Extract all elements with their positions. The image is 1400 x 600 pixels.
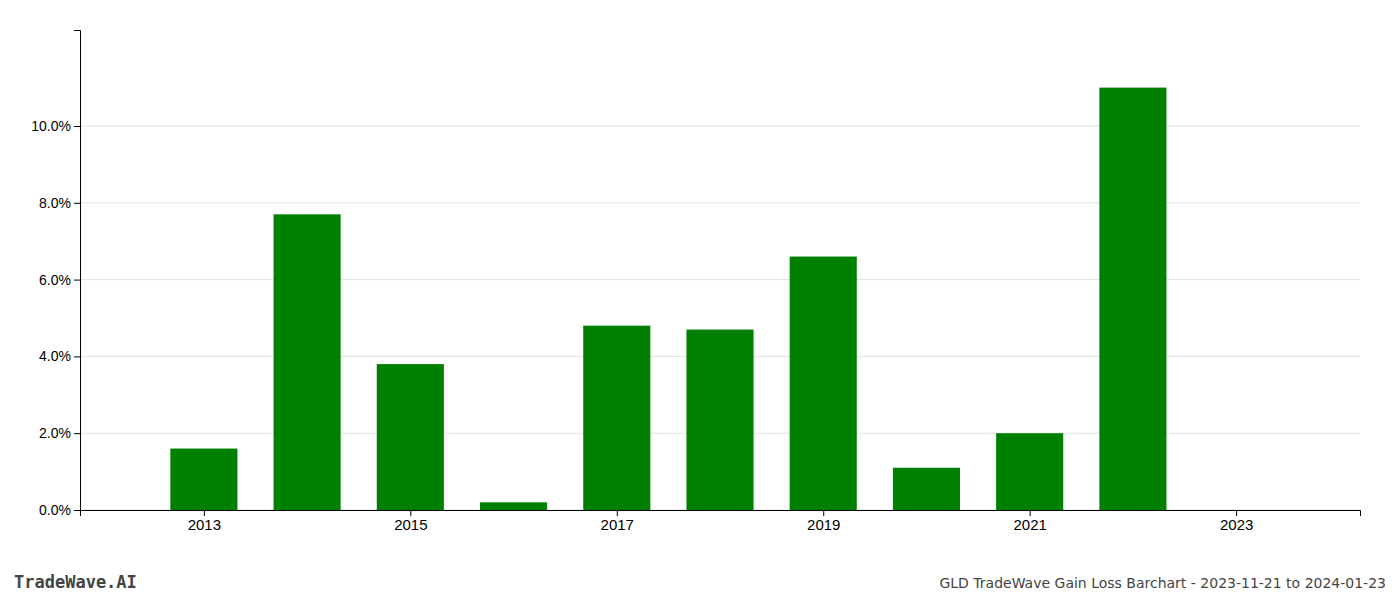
x-tick: 2021 xyxy=(1013,510,1046,533)
x-tick: 2017 xyxy=(601,510,634,533)
footer: TradeWave.AI GLD TradeWave Gain Loss Barc… xyxy=(14,572,1386,592)
chart-svg: 2013 2015 2017 2019 2021 2023 0.0% 2.0% 4.0% 6.0%… xyxy=(0,0,1400,600)
y-tick-label: 8.0% xyxy=(39,195,71,211)
y-tick-mark xyxy=(74,356,80,357)
bar xyxy=(377,364,444,510)
bar xyxy=(583,326,650,510)
x-tick-label: 2015 xyxy=(394,516,427,533)
bar xyxy=(170,449,237,510)
y-tick: 10.0% xyxy=(31,118,80,134)
y-tick: 8.0% xyxy=(39,195,80,211)
y-tick: 6.0% xyxy=(39,272,80,288)
x-axis: 2013 2015 2017 2019 2021 2023 xyxy=(81,510,1361,533)
x-tick-label: 2013 xyxy=(188,516,221,533)
bar xyxy=(893,468,960,510)
x-tick: 2023 xyxy=(1220,510,1253,533)
y-tick-label: 10.0% xyxy=(31,118,71,134)
grid-line xyxy=(80,126,1360,127)
bars xyxy=(170,88,1166,510)
bar xyxy=(1203,510,1270,511)
y-tick-mark xyxy=(74,126,80,127)
footer-left: TradeWave.AI xyxy=(14,572,137,592)
x-tick-label: 2023 xyxy=(1220,516,1253,533)
bar xyxy=(480,502,547,510)
y-tick-label: 2.0% xyxy=(39,425,71,441)
x-tick: 2015 xyxy=(394,510,427,533)
x-tick-label: 2017 xyxy=(601,516,634,533)
y-tick-mark xyxy=(74,203,80,204)
y-axis: 0.0% 2.0% 4.0% 6.0% 8.0% 10.0% xyxy=(31,31,80,518)
x-tick-label: 2021 xyxy=(1013,516,1046,533)
x-tick: 2013 xyxy=(188,510,221,533)
x-axis-line xyxy=(81,511,1361,517)
footer-right: GLD TradeWave Gain Loss Barchart - 2023-… xyxy=(939,575,1386,591)
y-tick: 4.0% xyxy=(39,348,80,364)
grid xyxy=(80,126,1360,510)
x-tick-label: 2019 xyxy=(807,516,840,533)
bar xyxy=(1099,88,1166,510)
y-tick-mark xyxy=(74,433,80,434)
grid-line xyxy=(80,279,1360,280)
y-tick-label: 0.0% xyxy=(39,502,71,518)
grid-line xyxy=(80,202,1360,203)
y-tick-label: 4.0% xyxy=(39,348,71,364)
bar xyxy=(274,214,341,510)
bar xyxy=(790,257,857,510)
y-tick-mark xyxy=(74,280,80,281)
chart-container: 2013 2015 2017 2019 2021 2023 0.0% 2.0% 4.0% 6.0%… xyxy=(0,0,1400,600)
y-tick: 0.0% xyxy=(39,502,80,518)
bar xyxy=(686,330,753,510)
y-tick: 2.0% xyxy=(39,425,80,441)
y-tick-label: 6.0% xyxy=(39,272,71,288)
bar xyxy=(996,433,1063,510)
y-tick-mark xyxy=(74,510,80,511)
x-tick: 2019 xyxy=(807,510,840,533)
plot-area: 2013 2015 2017 2019 2021 2023 0.0% 2.0% 4.0% 6.0%… xyxy=(31,31,1360,533)
y-axis-line xyxy=(74,31,81,511)
